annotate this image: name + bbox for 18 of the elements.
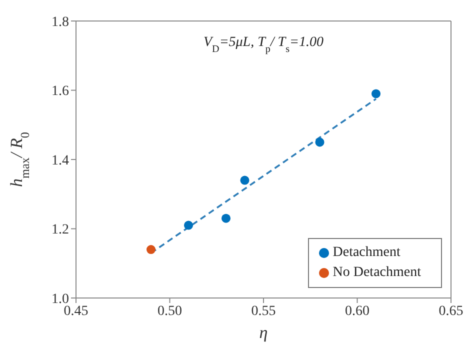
- x-tick-label: 0.65: [438, 304, 464, 319]
- point: [221, 214, 231, 223]
- x-axis-title: η: [259, 323, 268, 342]
- point: [146, 245, 156, 254]
- legend-label: No Detachment: [332, 265, 421, 280]
- point: [184, 220, 194, 230]
- legend-label: Detachment: [332, 245, 400, 260]
- x-tick-label: 0.55: [251, 304, 276, 319]
- y-tick-label: 1.6: [52, 84, 69, 100]
- x-tick-label: 0.50: [158, 304, 182, 319]
- y-tick-label: 1.4: [52, 153, 69, 168]
- x-tick-label: 0.60: [345, 304, 370, 319]
- point: [315, 138, 324, 147]
- y-tick-label: 1.2: [52, 222, 69, 238]
- annotation: V$_{D}$=5μL, T$_{p}$/ T$_{s}$=1.00: [203, 35, 324, 54]
- point: [240, 176, 250, 185]
- point: [371, 89, 381, 98]
- y-tick-label: 1.8: [52, 14, 69, 30]
